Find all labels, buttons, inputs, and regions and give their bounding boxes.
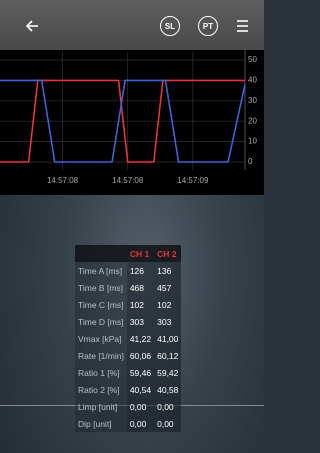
top-bar: SL PT (0, 0, 264, 50)
value-cell: 0,00 (127, 398, 154, 415)
row-label: Time D [ms] (75, 313, 127, 330)
row-label: Limp [unit] (75, 398, 127, 415)
sl-button[interactable]: SL (160, 16, 180, 36)
value-cell: 102 (127, 296, 154, 313)
row-label: Rate [1/min] (75, 347, 127, 364)
value-cell: 126 (127, 262, 154, 279)
column-header: CH 1 (127, 245, 154, 262)
y-tick-label: 0 (248, 157, 253, 166)
value-cell: 303 (154, 313, 181, 330)
value-cell: 457 (154, 279, 181, 296)
y-tick-label: 20 (248, 116, 257, 125)
menu-button[interactable] (237, 21, 248, 31)
value-cell: 468 (127, 279, 154, 296)
value-cell: 136 (154, 262, 181, 279)
value-cell: 60,12 (154, 347, 181, 364)
back-button[interactable] (27, 21, 38, 31)
column-header: CH 2 (154, 245, 181, 262)
value-cell: 41,00 (154, 330, 181, 347)
value-cell: 303 (127, 313, 154, 330)
pt-button[interactable]: PT (198, 16, 218, 36)
chart-background (0, 50, 264, 195)
row-label: Time A [ms] (75, 262, 127, 279)
x-tick-label: 14:57:08 (47, 176, 79, 185)
row-label: Time B [ms] (75, 279, 127, 296)
app-screen: SL PT 0 10 20 30 40 50 14:57:08 14:57:08 14:57:0… (0, 0, 264, 453)
y-tick-label: 50 (248, 55, 257, 64)
row-label: Vmax [kPa] (75, 330, 127, 347)
row-label: Dip [unit] (75, 415, 127, 432)
x-tick-label: 14:57:08 (112, 176, 144, 185)
value-cell: 40,58 (154, 381, 181, 398)
y-tick-label: 30 (248, 96, 257, 105)
row-label: Time C [ms] (75, 296, 127, 313)
value-cell: 59,42 (154, 364, 181, 381)
value-cell: 102 (154, 296, 181, 313)
x-tick-label: 14:57:09 (177, 176, 209, 185)
row-label: Ratio 2 [%] (75, 381, 127, 398)
value-cell: 41,22 (127, 330, 154, 347)
chart: 0 10 20 30 40 50 14:57:08 14:57:08 14:57:09 (0, 50, 264, 195)
value-cell: 59,46 (127, 364, 154, 381)
value-cell: 60,06 (127, 347, 154, 364)
value-cell: 0,00 (154, 415, 181, 432)
y-tick-label: 10 (248, 137, 257, 146)
top-bar-icons (0, 0, 264, 50)
corner-cell (75, 245, 127, 262)
value-cell: 0,00 (127, 415, 154, 432)
row-label: Ratio 1 [%] (75, 364, 127, 381)
value-cell: 0,00 (154, 398, 181, 415)
y-tick-label: 40 (248, 76, 257, 85)
value-cell: 40,54 (127, 381, 154, 398)
